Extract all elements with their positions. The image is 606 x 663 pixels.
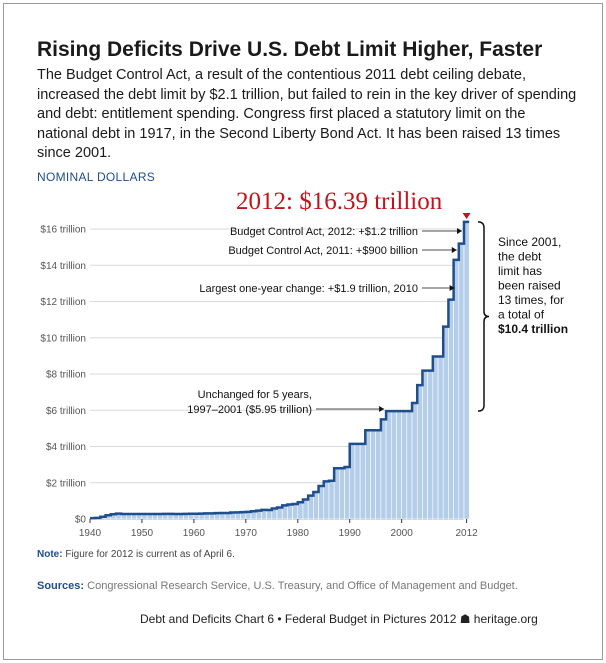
- year-bar: [458, 243, 465, 520]
- chart-sources: Sources: Congressional Research Service,…: [37, 580, 518, 592]
- x-tick-label: 1940: [79, 528, 102, 539]
- y-tick-label: $8 trillion: [46, 370, 86, 381]
- x-tick-label: 2012: [455, 528, 478, 539]
- year-bar: [370, 429, 376, 520]
- bracket-note-line: limit has: [498, 264, 542, 278]
- headline-marker-icon: [462, 213, 471, 219]
- y-tick-label: $16 trillion: [40, 225, 86, 236]
- bracket-note-line: Since 2001,: [498, 235, 561, 249]
- x-tick-label: 2000: [391, 528, 414, 539]
- y-axis-ticks: $0 $2 trillion $4 trillion $6 trillion $8 tr…: [40, 225, 86, 526]
- annotations: Budget Control Act, 2012: +$1.2 trillion…: [187, 213, 471, 416]
- x-tick-label: 1960: [183, 528, 206, 539]
- annotation-2012: Budget Control Act, 2012: +$1.2 trillion: [230, 226, 418, 238]
- bracket-note-line: the debt: [498, 250, 542, 264]
- year-bar: [422, 370, 428, 520]
- chart-title: Rising Deficits Drive U.S. Debt Limit Hi…: [37, 38, 543, 61]
- year-bar: [463, 221, 470, 520]
- chart-note: Note: Figure for 2012 is current as of A…: [37, 549, 235, 560]
- note-label: Note:: [37, 549, 63, 560]
- year-bar: [390, 410, 397, 520]
- chart-subtitle: The Budget Control Act, a result of the …: [37, 67, 577, 161]
- y-tick-label: $4 trillion: [46, 442, 86, 453]
- year-bar: [292, 503, 299, 520]
- year-bar: [328, 480, 335, 520]
- year-bar: [396, 410, 402, 520]
- bracket-note-line: a total of: [498, 308, 545, 322]
- year-bar: [437, 356, 444, 520]
- y-tick-label: $2 trillion: [46, 478, 86, 489]
- headline-value: 2012: $16.39 trillion: [236, 188, 443, 215]
- bracket-brace: [477, 221, 490, 412]
- note-text: Figure for 2012 is current as of April 6…: [65, 549, 235, 560]
- bracket-note-total: $10.4 trillion: [498, 322, 568, 336]
- chart-credit: Debt and Deficits Chart 6 • Federal Budg…: [140, 612, 538, 626]
- year-bars: [89, 221, 470, 520]
- year-bar: [416, 384, 423, 520]
- arrowhead-icon: [449, 285, 455, 291]
- bracket-note-line: 13 times, for: [498, 293, 564, 307]
- year-bar: [354, 443, 361, 520]
- year-bar: [380, 419, 387, 520]
- x-tick-label: 1950: [131, 528, 154, 539]
- x-tick-label: 1990: [339, 528, 362, 539]
- annotation-1997-line1: Unchanged for 5 years,: [198, 389, 312, 401]
- year-bar: [385, 410, 392, 520]
- debt-limit-step-line: [90, 220, 470, 520]
- year-bar: [427, 370, 434, 520]
- arrowhead-icon: [379, 406, 385, 412]
- y-tick-label: $12 trillion: [40, 297, 86, 308]
- year-bar: [375, 429, 382, 520]
- year-bar: [344, 466, 351, 520]
- sources-label: Sources:: [37, 580, 85, 592]
- arrowhead-icon: [457, 228, 462, 234]
- x-tick-label: 1970: [235, 528, 258, 539]
- year-bar: [411, 402, 418, 520]
- x-axis-ticks: 1940 1950 1960 1970 1980 1990 2000 2012: [79, 519, 478, 539]
- year-bar: [432, 356, 439, 520]
- bracket-note-line: been raised: [498, 279, 561, 293]
- year-bar: [287, 504, 293, 520]
- x-tick-label: 1980: [287, 528, 310, 539]
- annotation-1997-line2: 1997–2001 ($5.95 trillion): [187, 404, 312, 416]
- year-bar: [406, 410, 413, 520]
- year-bar: [339, 467, 345, 520]
- y-tick-label: $0: [75, 515, 87, 526]
- y-tick-label: $14 trillion: [40, 261, 86, 272]
- year-bar: [401, 410, 408, 520]
- year-bar: [266, 509, 273, 520]
- annotation-2010: Largest one-year change: +$1.9 trillion,…: [199, 283, 418, 295]
- y-tick-label: $10 trillion: [40, 333, 86, 344]
- sources-text: Congressional Research Service, U.S. Tre…: [87, 580, 518, 592]
- units-label: NOMINAL DOLLARS: [37, 170, 156, 184]
- annotation-2011: Budget Control Act, 2011: +$900 billion: [228, 245, 418, 257]
- arrowhead-icon: [451, 247, 457, 253]
- year-bar: [359, 443, 366, 520]
- figure-frame: [3, 3, 603, 660]
- year-bar: [448, 299, 454, 520]
- y-tick-label: $6 trillion: [46, 406, 86, 417]
